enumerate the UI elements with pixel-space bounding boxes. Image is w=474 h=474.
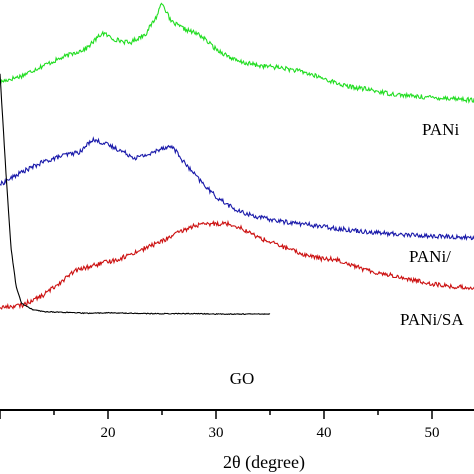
x-tick-label: 20 (101, 425, 116, 441)
x-axis-label: 2θ (degree) (223, 452, 305, 473)
series-line-pani (0, 136, 474, 241)
series-layer (0, 2, 474, 316)
series-label-layer: PANi PANi/PANi/SA GO (230, 120, 465, 388)
series-line-pani-sa (0, 219, 474, 310)
x-tick-label: 40 (317, 425, 332, 441)
axis-layer: 20 30 40 50 2θ (degree) (0, 409, 474, 473)
series-line-pani (0, 2, 474, 104)
series-label-go: GO (230, 369, 255, 388)
x-tick-label: 50 (425, 425, 440, 441)
x-tick-label: 30 (209, 425, 224, 441)
series-label-pani-sa: PANi/SA (400, 310, 464, 329)
series-label-pani: PANi (422, 120, 459, 139)
x-tick-layer: 20 30 40 50 (0, 410, 440, 441)
series-line-go (0, 73, 271, 316)
series-label-pani: PANi/ (409, 247, 451, 266)
